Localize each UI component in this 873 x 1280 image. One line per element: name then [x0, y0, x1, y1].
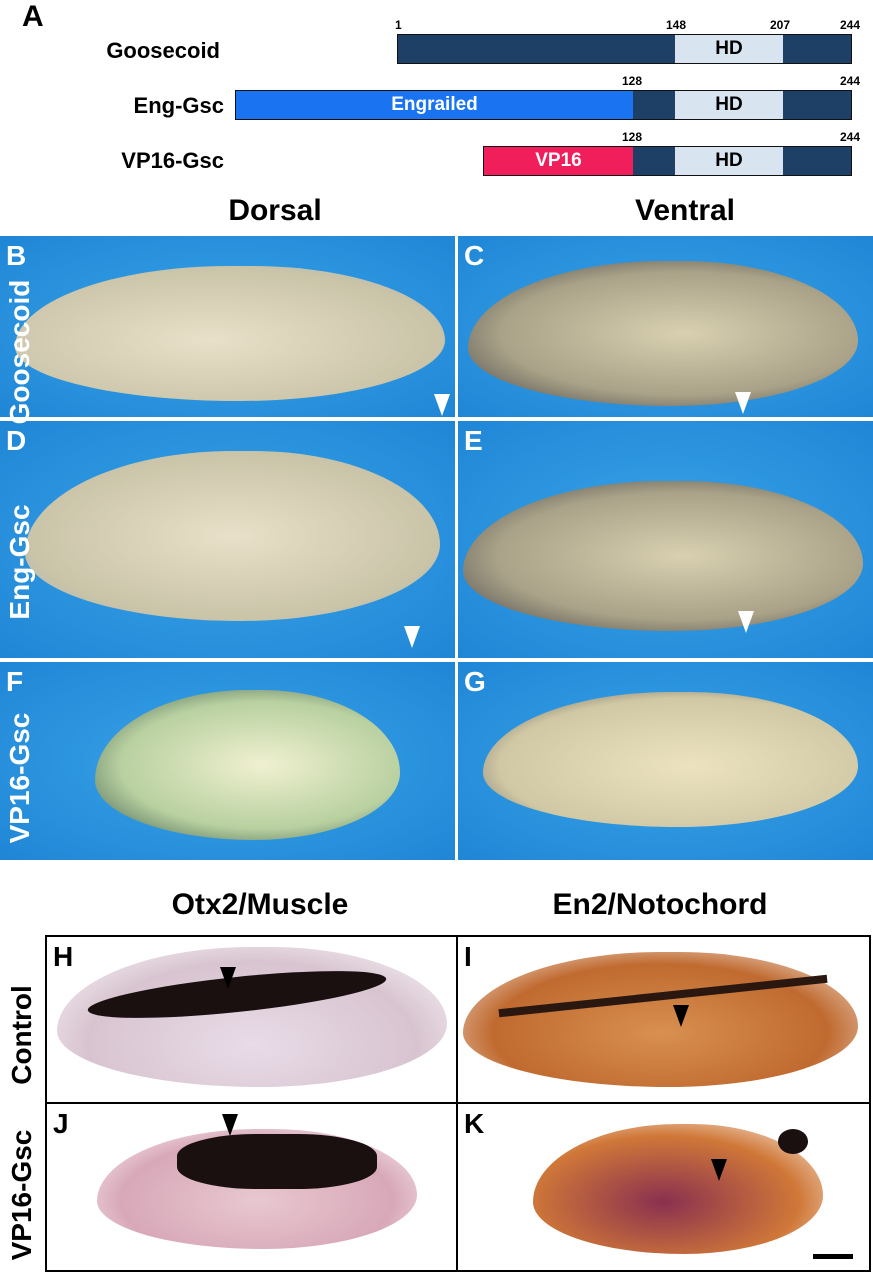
- panel-letter: I: [464, 941, 472, 972]
- row-label-goosecoid: Goosecoid: [4, 279, 35, 425]
- arrowhead-marker: [220, 967, 236, 989]
- goosecoid-bar: HD: [397, 34, 852, 64]
- photo-panel-k: K: [458, 1104, 869, 1270]
- photo-panel-j: J: [47, 1104, 456, 1270]
- embryo-image: [15, 266, 445, 401]
- construct-label-goosecoid: Goosecoid: [106, 38, 220, 63]
- embryo-image: [463, 481, 863, 631]
- column-header-en2-notochord: En2/Notochord: [552, 888, 768, 921]
- arrowhead-marker: [673, 1005, 689, 1027]
- embryo-image: [25, 451, 440, 621]
- photo-panel-i: I: [458, 937, 869, 1102]
- row-label-control: Control: [6, 985, 37, 1085]
- column-header-dorsal: Dorsal: [228, 194, 322, 227]
- position-number: 128: [622, 74, 643, 88]
- position-number: 128: [622, 130, 643, 144]
- panel-letter-a: A: [22, 0, 44, 33]
- panel-letter: E: [464, 425, 483, 456]
- panel-letter: D: [6, 425, 27, 456]
- panel-letter: J: [53, 1108, 69, 1139]
- eng-gsc-bar: Engrailed HD: [235, 90, 852, 120]
- arrowhead-marker: [434, 394, 450, 416]
- construct-label-eng-gsc: Eng-Gsc: [133, 93, 224, 118]
- column-header-ventral: Ventral: [634, 194, 736, 227]
- embryo-image: [468, 261, 858, 406]
- vp16-domain: VP16: [484, 147, 633, 175]
- photo-panel-b: B: [0, 236, 455, 417]
- arrowhead-marker: [711, 1159, 727, 1181]
- scale-bar: [813, 1254, 853, 1259]
- position-number: 244: [840, 18, 861, 32]
- panel-letter: F: [6, 666, 24, 697]
- position-number: 244: [840, 74, 861, 88]
- arrowhead-marker: [735, 392, 751, 414]
- divider: [45, 1102, 871, 1104]
- row-label-eng-gsc: Eng-Gsc: [4, 504, 35, 620]
- arrowhead-marker: [404, 626, 420, 648]
- arrowhead-marker: [738, 611, 754, 633]
- arrowhead-marker: [222, 1114, 238, 1136]
- photo-panel-g: G: [458, 662, 873, 860]
- engrailed-domain: Engrailed: [236, 91, 633, 119]
- panel-letter: K: [464, 1108, 485, 1139]
- position-number: 148: [666, 18, 687, 32]
- embryo-image: [533, 1124, 823, 1254]
- homeodomain: HD: [675, 91, 783, 119]
- photo-panel-f: F: [0, 662, 455, 860]
- panel-letter: C: [464, 240, 485, 271]
- embryo-image: [463, 952, 858, 1087]
- panel-letter: H: [53, 941, 74, 972]
- row-label-vp16-gsc: VP16-Gsc: [6, 1129, 37, 1261]
- stained-head: [778, 1129, 808, 1154]
- row-label-vp16-gsc: VP16-Gsc: [4, 712, 35, 844]
- homeodomain: HD: [675, 35, 783, 63]
- homeodomain: HD: [675, 147, 783, 175]
- column-header-otx2-muscle: Otx2/Muscle: [171, 888, 349, 921]
- vp16-gsc-bar: VP16 HD: [483, 146, 852, 176]
- construct-label-vp16-gsc: VP16-Gsc: [121, 148, 224, 173]
- photo-panel-e: E: [458, 421, 873, 658]
- photo-panel-d: D: [0, 421, 455, 658]
- photo-panel-c: C: [458, 236, 873, 417]
- position-number: 207: [770, 18, 791, 32]
- position-number: 244: [840, 130, 861, 144]
- stained-muscle: [177, 1134, 377, 1189]
- embryo-image: [483, 692, 858, 827]
- panel-letter: G: [464, 666, 486, 697]
- embryo-image: [95, 690, 400, 840]
- photo-panel-h: H: [47, 937, 456, 1102]
- position-number: 1: [395, 18, 402, 32]
- panel-letter: B: [6, 240, 27, 271]
